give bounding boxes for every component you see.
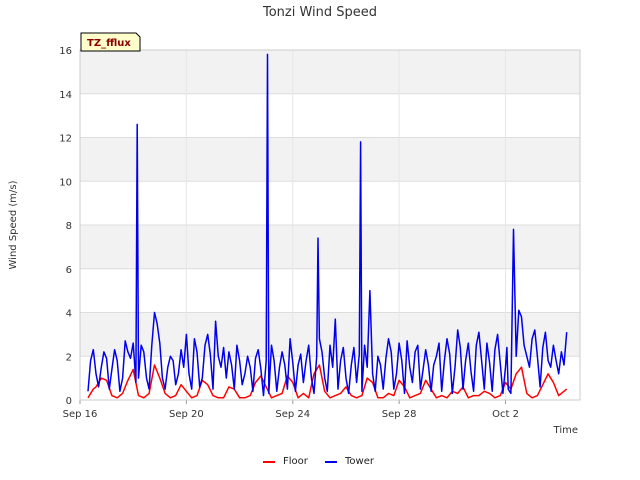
x-tick-label: Oct 2 [492, 409, 519, 420]
y-axis-label: Wind Speed (m/s) [8, 180, 19, 269]
badge-box [80, 32, 141, 52]
legend-tower-label: Tower [344, 456, 375, 467]
series-line-tower [87, 53, 568, 397]
x-axis-label: Time [553, 425, 578, 436]
y-tick-label: 16 [59, 46, 72, 57]
y-tick-label: 10 [59, 177, 72, 188]
series-line-floor [87, 364, 568, 399]
y-tick-label: 14 [59, 90, 72, 101]
grid-band [80, 137, 580, 182]
y-tick-label: 6 [66, 265, 72, 276]
plot-area: 0 2 4 6 8 10 12 14 16 Sep 16 Sep 20 Sep 24 Sep 28 Oct… [59, 46, 581, 420]
x-tick-label: Sep 20 [169, 409, 204, 420]
badge: TZ_fflux [80, 32, 141, 52]
legend-floor-label: Floor [283, 456, 309, 467]
chart-title: Tonzi Wind Speed [262, 5, 377, 20]
y-tick-label: 4 [66, 309, 72, 320]
y-tick-label: 8 [66, 221, 72, 232]
legend: Floor Tower [263, 456, 375, 467]
x-tick-label: Sep 24 [275, 409, 310, 420]
badge-label: TZ_fflux [87, 38, 131, 49]
x-tick-label: Sep 28 [382, 409, 417, 420]
y-tick-label: 2 [66, 352, 72, 363]
y-tick-label: 0 [66, 396, 72, 407]
y-tick-label: 12 [59, 134, 72, 145]
x-tick-label: Sep 16 [63, 409, 98, 420]
grid-band [80, 50, 580, 94]
plot-border [79, 49, 581, 401]
grid-band [80, 225, 580, 269]
